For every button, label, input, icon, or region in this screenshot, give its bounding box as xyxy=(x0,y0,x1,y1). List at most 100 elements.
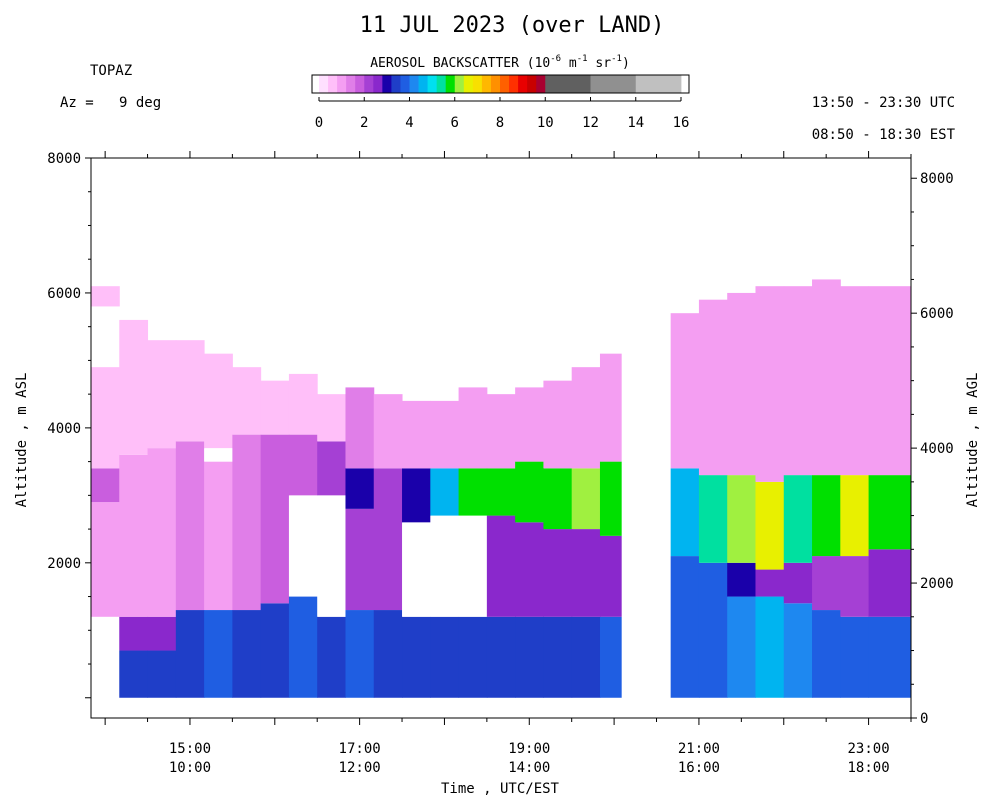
profile-1-layer-0 xyxy=(119,650,149,698)
profile-15-layer-0 xyxy=(515,616,544,698)
profile-19-layer-2 xyxy=(670,313,700,469)
profile-26-layer-1 xyxy=(868,549,912,617)
profile-14-layer-2 xyxy=(486,468,516,516)
colorbar-bin-26 xyxy=(590,75,637,93)
profile-15-layer-3 xyxy=(515,387,544,462)
profile-25-layer-0 xyxy=(840,616,870,698)
profile-14-layer-3 xyxy=(486,394,516,469)
profile-21-layer-1 xyxy=(727,562,756,597)
profile-9-layer-3 xyxy=(345,387,375,469)
profile-2-layer-1 xyxy=(147,616,177,651)
profile-18-layer-3 xyxy=(599,353,622,462)
plot-area xyxy=(91,279,912,698)
colorbar-title-mid: m xyxy=(561,56,577,71)
x-tick-label-est-3: 16:00 xyxy=(678,760,720,776)
profile-21-layer-2 xyxy=(727,475,756,563)
colorbar-bin-20 xyxy=(500,75,510,93)
profile-12-layer-1 xyxy=(430,515,460,617)
profile-11-layer-2 xyxy=(402,468,431,523)
profile-7-layer-2 xyxy=(288,434,318,496)
profile-8-layer-3 xyxy=(317,394,346,442)
x-tick-label-utc-0: 15:00 xyxy=(169,741,211,757)
axes-ticks: 2000 4000 6000 8000 0 2000 4000 6000 8000 15:00 10… xyxy=(47,151,954,776)
profile-26-layer-3 xyxy=(868,286,912,476)
y-axis-left-label: Altitude , m ASL xyxy=(14,373,30,508)
colorbar xyxy=(312,75,682,93)
profile-15-layer-2 xyxy=(515,461,544,523)
profile-19-layer-0 xyxy=(670,556,700,698)
colorbar-bin-2 xyxy=(337,75,347,93)
profile-4-layer-3 xyxy=(204,353,233,449)
right-tick-label-2: 4000 xyxy=(920,441,954,457)
profile-18-layer-0 xyxy=(599,616,622,698)
profile-5-layer-2 xyxy=(232,367,262,435)
profile-8-layer-0 xyxy=(317,616,346,698)
profile-16-layer-0 xyxy=(543,616,573,698)
colorbar-title-exp2: -1 xyxy=(577,54,588,64)
colorbar-title-exp1: -6 xyxy=(550,54,561,64)
x-tick-label-utc-1: 17:00 xyxy=(339,741,381,757)
profile-22-layer-3 xyxy=(755,286,785,482)
profile-2-layer-2 xyxy=(147,448,177,617)
colorbar-frame xyxy=(311,74,690,94)
colorbar-bin-21 xyxy=(509,75,519,93)
left-tick-label-1: 4000 xyxy=(47,421,81,437)
x-tick-label-est-2: 14:00 xyxy=(508,760,550,776)
profile-13-layer-0 xyxy=(458,616,488,698)
profile-26-layer-2 xyxy=(868,475,912,550)
profile-23-layer-1 xyxy=(783,562,813,604)
profile-25-layer-2 xyxy=(840,475,870,557)
colorbar-bin-22 xyxy=(518,75,528,93)
profile-12-layer-0 xyxy=(430,616,460,698)
left-tick-label-3: 8000 xyxy=(47,151,81,167)
est-range-label: 08:50 - 18:30 EST xyxy=(812,127,956,143)
profile-19-layer-1 xyxy=(670,468,700,557)
profile-0-layer-0 xyxy=(91,502,120,617)
colorbar-bin-27 xyxy=(635,75,682,93)
profile-24-layer-1 xyxy=(812,556,841,611)
profile-4-layer-1 xyxy=(204,461,233,611)
profile-4-layer-2 xyxy=(204,448,233,462)
colorbar-bin-4 xyxy=(355,75,365,93)
colorbar-title: AEROSOL BACKSCATTER (10-6 m-1 sr-1) xyxy=(370,54,630,71)
colorbar-bin-19 xyxy=(490,75,501,93)
colorbar-bin-1 xyxy=(328,75,338,93)
profile-14-layer-0 xyxy=(486,616,516,698)
plot-frame xyxy=(90,157,912,719)
colorbar-tick-label-6: 12 xyxy=(582,115,599,131)
colorbar-bin-25 xyxy=(545,75,591,93)
profile-25-layer-3 xyxy=(840,286,870,476)
colorbar-tick-label-4: 8 xyxy=(496,115,504,131)
profile-18-layer-1 xyxy=(599,535,622,617)
colorbar-bin-23 xyxy=(527,75,537,93)
profile-1-layer-2 xyxy=(119,454,149,617)
colorbar-tick-label-1: 2 xyxy=(360,115,368,131)
x-tick-label-est-1: 12:00 xyxy=(339,760,381,776)
colorbar-bin-0 xyxy=(319,75,329,93)
colorbar-bin-24 xyxy=(536,75,546,93)
colorbar-bin-9 xyxy=(400,75,410,93)
profile-21-layer-3 xyxy=(727,292,756,476)
profile-26-layer-0 xyxy=(868,616,912,698)
x-tick-label-utc-4: 23:00 xyxy=(848,741,890,757)
profile-13-layer-2 xyxy=(458,468,488,516)
profile-8-layer-2 xyxy=(317,441,346,496)
profile-16-layer-3 xyxy=(543,380,573,469)
x-tick-label-est-0: 10:00 xyxy=(169,760,211,776)
colorbar-title-close: ) xyxy=(622,56,630,71)
profile-0-layer-2 xyxy=(91,367,120,469)
profile-22-layer-2 xyxy=(755,481,785,570)
profile-1-layer-1 xyxy=(119,616,149,651)
profile-0-layer-1 xyxy=(91,468,120,503)
colorbar-ticks: 0 2 4 6 8 10 12 14 16 xyxy=(315,97,689,131)
x-tick-label-est-4: 18:00 xyxy=(848,760,890,776)
y-axis-right-label: Altitude , m AGL xyxy=(965,373,981,508)
colorbar-bin-16 xyxy=(463,75,474,93)
profile-20-layer-1 xyxy=(698,475,728,563)
colorbar-tick-label-7: 14 xyxy=(627,115,644,131)
profile-6-layer-1 xyxy=(260,434,290,604)
colorbar-title-exp3: -1 xyxy=(611,54,622,64)
colorbar-bin-7 xyxy=(382,75,392,93)
profile-2-layer-3 xyxy=(147,340,177,449)
profile-23-layer-0 xyxy=(783,603,813,698)
